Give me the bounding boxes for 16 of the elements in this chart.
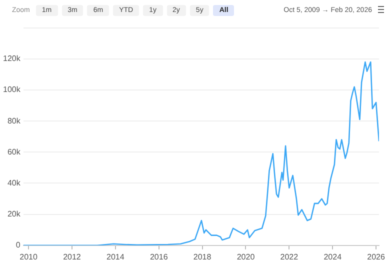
y-tick-label: 60k — [7, 147, 22, 156]
y-tick-label: 0 — [16, 240, 21, 250]
x-tick-label: 2026 — [367, 252, 386, 262]
y-tick-label: 120k — [2, 54, 22, 64]
y-tick-label: 80k — [7, 116, 22, 126]
x-tick-label: 2010 — [20, 252, 38, 262]
x-tick-label: 2016 — [150, 252, 168, 262]
x-tick-label: 2014 — [106, 252, 125, 262]
x-tick-label: 2022 — [280, 252, 299, 262]
y-tick-label: 20k — [7, 210, 22, 219]
x-tick-label: 2018 — [193, 252, 212, 262]
x-tick-label: 2020 — [236, 252, 256, 262]
y-tick-label: 40k — [7, 178, 22, 188]
y-tick-label: 100k — [2, 85, 22, 94]
x-tick-label: 2012 — [63, 252, 82, 262]
x-tick-label: 2024 — [324, 252, 342, 262]
